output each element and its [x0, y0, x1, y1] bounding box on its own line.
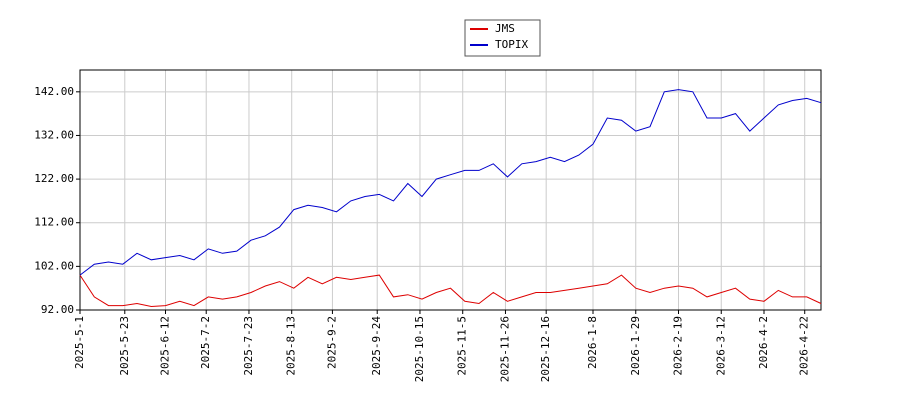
x-tick-label: 2025-10-15 [413, 316, 426, 382]
x-tick-label: 2025-9-24 [370, 316, 383, 376]
x-tick-label: 2026-1-29 [629, 316, 642, 376]
x-tick-label: 2025-11-5 [456, 316, 469, 376]
x-tick-label: 2026-1-8 [586, 316, 599, 369]
legend-label: JMS [495, 22, 515, 35]
y-tick-label: 92.00 [41, 303, 74, 316]
x-tick-label: 2025-5-23 [118, 316, 131, 376]
y-tick-label: 132.00 [34, 128, 74, 141]
plot-frame [79, 69, 822, 311]
y-tick-label: 142.00 [34, 85, 74, 98]
series-line [79, 89, 822, 276]
x-tick-label: 2025-6-12 [159, 316, 172, 376]
x-tick-label: 2025-12-16 [539, 316, 552, 382]
x-tick-label: 2026-2-19 [672, 316, 685, 376]
y-tick-label: 102.00 [34, 259, 74, 272]
series-line [79, 274, 822, 308]
x-tick-label: 2025-7-23 [242, 316, 255, 376]
x-tick-label: 2025-11-26 [498, 316, 511, 382]
legend-label: TOPIX [495, 38, 528, 51]
y-tick-label: 122.00 [34, 172, 74, 185]
legend: JMS TOPIX [470, 22, 528, 51]
x-tick-label: 2025-9-2 [325, 316, 338, 369]
x-tick-label: 2026-3-12 [714, 316, 727, 376]
y-tick-label: 112.00 [34, 216, 74, 229]
legend-box [464, 19, 541, 57]
x-tick-label: 2026-4-22 [798, 316, 811, 376]
x-tick-label: 2025-7-2 [199, 316, 212, 369]
x-tick-label: 2026-4-2 [757, 316, 770, 369]
x-tick-label: 2025-5-1 [73, 316, 86, 369]
x-tick-label: 2025-8-13 [285, 316, 298, 376]
